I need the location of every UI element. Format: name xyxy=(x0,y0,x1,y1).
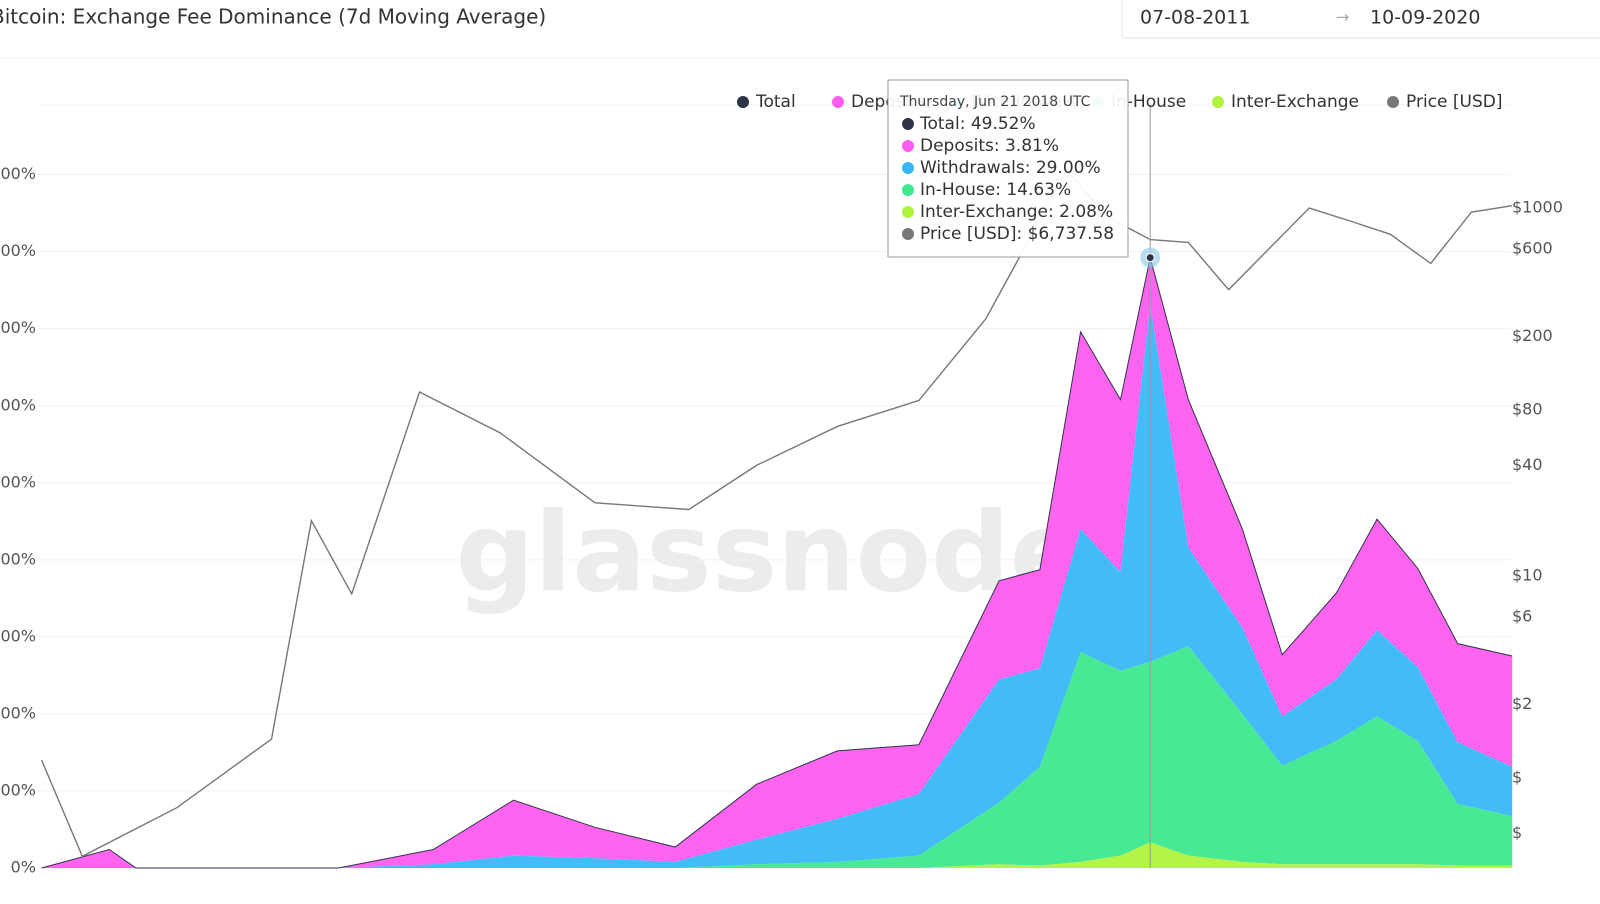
y2-tick-label: $2 xyxy=(1512,694,1532,713)
date-range[interactable] xyxy=(1121,0,1600,39)
y-tick-label: 00% xyxy=(0,472,36,491)
y-tick-label: 00% xyxy=(0,164,36,183)
y2-tick-label: $200 xyxy=(1512,326,1553,345)
tooltip-marker xyxy=(902,206,914,218)
y2-tick-label: $40 xyxy=(1512,455,1543,474)
y-tick-label: 00% xyxy=(0,703,36,722)
hover-marker xyxy=(1145,253,1155,263)
y-tick-label: 0% xyxy=(11,858,36,877)
tooltip-row: Price [USD]: $6,737.58 xyxy=(920,224,1114,244)
y-tick-label: 00% xyxy=(0,626,36,645)
tooltip: Thursday, Jun 21 2018 UTC Total: 49.52%De… xyxy=(887,79,1129,258)
tooltip-marker xyxy=(902,162,914,174)
plot: 0% 00% 00% 00% 00% 00% 00% 00% 00% 00% $1000 $600 $2… xyxy=(0,104,1563,877)
line xyxy=(41,257,1513,869)
tooltip-row: Total: 49.52% xyxy=(919,114,1036,134)
legend-label: Total xyxy=(755,92,796,112)
y-tick-label: 00% xyxy=(0,549,36,568)
watermark: glassnode xyxy=(456,488,1085,616)
chart-title: Bitcoin: Exchange Fee Dominance (7d Movi… xyxy=(0,5,546,29)
area xyxy=(41,304,1513,868)
tooltip-date: Thursday, Jun 21 2018 UTC xyxy=(899,94,1091,110)
area xyxy=(41,257,1513,869)
legend-label: Inter-Exchange xyxy=(1231,92,1359,112)
y2-tick-label: $10 xyxy=(1512,566,1543,585)
tooltip-marker xyxy=(902,184,914,196)
y2-tick-label: $600 xyxy=(1512,238,1553,257)
y-tick-label: 00% xyxy=(0,395,36,414)
area xyxy=(41,842,1513,868)
legend-marker xyxy=(832,96,844,108)
y2-tick-label: $ xyxy=(1512,823,1522,842)
date-to[interactable]: 10-09-2020 xyxy=(1370,7,1480,29)
tooltip-row: Deposits: 3.81% xyxy=(920,136,1059,156)
date-from[interactable]: 07-08-2011 xyxy=(1140,7,1250,29)
y2-tick-label: $80 xyxy=(1512,399,1543,418)
area xyxy=(41,646,1513,868)
y-tick-label: 00% xyxy=(0,780,36,799)
legend-marker xyxy=(1212,96,1224,108)
y2-tick-label: $1000 xyxy=(1512,198,1563,217)
legend-label: In-House xyxy=(1111,92,1186,112)
y-tick-label: 00% xyxy=(0,318,36,337)
y2-tick-label: $ xyxy=(1512,767,1522,786)
tooltip-marker xyxy=(902,118,914,130)
y-tick-label: 00% xyxy=(0,241,36,260)
arrow: → xyxy=(1336,8,1349,27)
tooltip-box xyxy=(887,79,1129,258)
y2-tick-label: $6 xyxy=(1512,606,1532,625)
tooltip-marker xyxy=(902,228,914,240)
tooltip-row: Withdrawals: 29.00% xyxy=(920,158,1101,178)
tooltip-row: Inter-Exchange: 2.08% xyxy=(920,202,1113,222)
tooltip-row: In-House: 14.63% xyxy=(920,180,1071,200)
legend-label: Price [USD] xyxy=(1406,92,1502,112)
legend-marker xyxy=(1387,96,1399,108)
tooltip-marker xyxy=(902,140,914,152)
legend-marker xyxy=(737,96,749,108)
line xyxy=(40,169,1513,858)
